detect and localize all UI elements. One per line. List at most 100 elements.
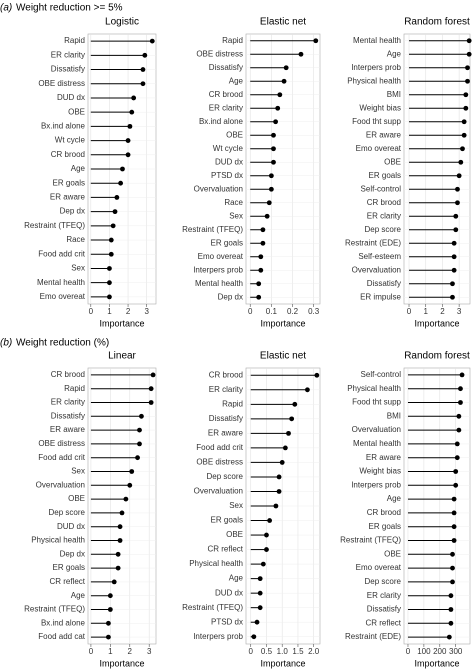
y-tick-label: Overvaluation (352, 265, 401, 274)
y-tick-label: Interpers prob (351, 480, 401, 489)
y-tick-label: OBE distress (196, 49, 243, 58)
dot (108, 251, 114, 257)
dot (260, 227, 266, 233)
y-tick-label: OBE (384, 157, 401, 166)
dot (451, 240, 457, 246)
x-tick-label: 0.3 (308, 307, 320, 316)
dot (450, 294, 455, 300)
x-tick-label: 3 (144, 307, 149, 316)
x-tick-label: 0 (89, 307, 94, 316)
y-tick-label: Interpers prob (193, 632, 243, 641)
dot (273, 503, 279, 509)
plot-area (403, 367, 471, 645)
y-tick-label: Physical health (347, 384, 401, 393)
y-tick-label: Emo overeat (40, 292, 86, 301)
dot (264, 532, 269, 538)
y-tick-label: PTSD dx (211, 171, 243, 180)
dot (458, 386, 463, 392)
y-tick-label: OBE (68, 494, 85, 503)
dot (107, 280, 112, 286)
dot (286, 430, 291, 436)
y-tick-label: CR brood (367, 508, 401, 517)
y-tick-label: ER clarity (367, 211, 401, 220)
y-tick-label: CR reflect (207, 545, 243, 554)
chart-title: Elastic net (260, 351, 306, 362)
dot (149, 38, 155, 44)
y-tick-label: Overvaluation (194, 487, 243, 496)
dot (120, 166, 125, 172)
y-tick-label: Weight bias (359, 103, 401, 112)
dot (268, 173, 274, 179)
dot (127, 123, 133, 129)
panel-label: (a) (0, 3, 12, 14)
dot (275, 105, 281, 111)
x-tick-label: 0.5 (261, 647, 273, 656)
y-tick-label: Dissatisfy (367, 279, 401, 288)
dot (451, 267, 457, 273)
y-tick-label: Emo overeat (356, 563, 402, 572)
dot (453, 469, 459, 474)
dot (107, 593, 113, 599)
chart-title: Random forest (404, 17, 470, 28)
dot (463, 92, 469, 98)
y-tick-label: Overvaluation (36, 480, 85, 489)
dot (453, 213, 459, 219)
dot (125, 138, 131, 143)
dot (454, 455, 460, 461)
x-axis-label: Importance (99, 318, 144, 328)
y-tick-label: Interpers prob (351, 63, 401, 72)
y-tick-label: Rapid (222, 36, 243, 45)
dot (117, 538, 123, 543)
dot (279, 460, 285, 465)
y-tick-label: Restraint (EDE) (345, 632, 401, 641)
y-tick-label: OBE distress (38, 79, 85, 88)
y-tick-label: Restraint (TFEQ) (182, 603, 243, 612)
x-tick-label: 1.5 (292, 647, 304, 656)
y-tick-label: Restraint (TFEQ) (182, 225, 243, 234)
x-tick-label: 2 (128, 647, 133, 656)
dot (466, 38, 472, 44)
y-tick-label: Dissatisfy (209, 414, 243, 423)
dot (137, 441, 142, 447)
y-tick-label: Mental health (353, 36, 401, 45)
dot (125, 152, 131, 158)
plot-area (403, 33, 471, 305)
y-tick-label: ER goals (369, 522, 401, 531)
y-tick-label: ER goals (211, 238, 243, 247)
dot (257, 576, 263, 582)
dot (123, 496, 129, 502)
y-tick-label: Restraint (TFEQ) (340, 536, 401, 545)
y-tick-label: DUD dx (57, 522, 85, 531)
y-tick-label: Age (229, 574, 244, 583)
dot (450, 281, 455, 287)
y-tick-label: CR brood (209, 370, 243, 379)
y-tick-label: ER goals (53, 178, 85, 187)
x-tick-label: 2 (126, 307, 131, 316)
dot (271, 132, 276, 138)
chart-title: Random forest (404, 351, 470, 362)
x-tick-label: 2 (440, 307, 445, 316)
y-tick-label: Dissatisfy (209, 63, 243, 72)
dot (150, 372, 156, 378)
x-tick-label: 0.2 (287, 307, 299, 316)
x-tick-label: 300 (449, 647, 463, 656)
y-tick-label: OBE (68, 107, 85, 116)
dot (127, 482, 133, 488)
dot (450, 579, 455, 585)
y-tick-label: Self-control (361, 370, 402, 379)
dot (456, 413, 462, 419)
dot (450, 565, 455, 571)
dot (137, 427, 142, 433)
dot (455, 186, 460, 192)
y-tick-label: CR brood (51, 370, 85, 379)
dot (283, 65, 289, 71)
dot (313, 38, 319, 44)
x-tick-label: 0 (248, 647, 253, 656)
dot (277, 92, 283, 98)
dot (112, 209, 118, 215)
y-tick-label: ER clarity (367, 591, 401, 600)
y-tick-label: Food add crit (196, 443, 243, 452)
dot (465, 65, 470, 71)
dot (251, 634, 257, 640)
dot (264, 213, 270, 219)
